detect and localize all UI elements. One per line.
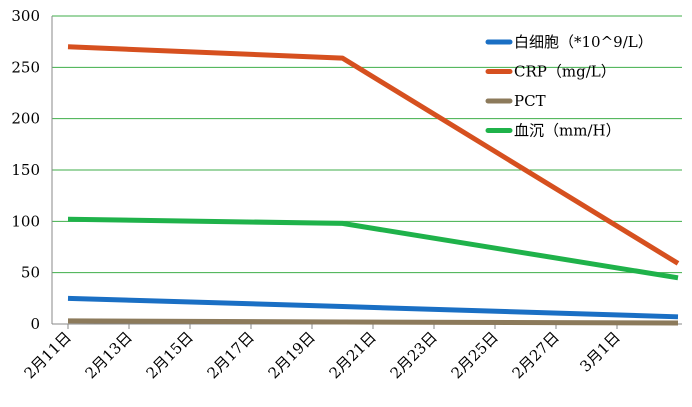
y-tick-label: 200 xyxy=(11,110,40,128)
y-tick-label: 50 xyxy=(21,264,40,282)
x-tick-label: 2月15日 xyxy=(143,328,197,382)
x-tick-label: 3月1日 xyxy=(576,328,623,375)
x-tick-label: 2月11日 xyxy=(21,328,75,382)
y-tick-label: 300 xyxy=(11,7,40,25)
x-tick-label: 2月25日 xyxy=(448,328,502,382)
y-tick-label: 0 xyxy=(30,315,40,333)
legend-label: CRP（mg/L） xyxy=(514,63,616,81)
x-tick-label: 2月23日 xyxy=(387,328,441,382)
x-tick-label: 2月21日 xyxy=(326,328,380,382)
y-tick-label: 250 xyxy=(11,58,40,76)
series-line xyxy=(67,44,680,266)
x-tick-label: 2月13日 xyxy=(82,328,136,382)
legend-label: PCT xyxy=(514,92,546,110)
x-tick-label: 2月27日 xyxy=(509,328,563,382)
legend-label: 血沉（mm/H） xyxy=(514,122,621,140)
legend-label: 白细胞（*10^9/L） xyxy=(514,33,653,51)
x-tick-label: 2月17日 xyxy=(204,328,258,382)
series-line xyxy=(67,216,679,281)
x-tick-label: 2月19日 xyxy=(265,328,319,382)
series-line xyxy=(67,318,679,326)
series-line xyxy=(67,295,679,320)
y-tick-label: 150 xyxy=(11,161,40,179)
y-tick-label: 100 xyxy=(11,212,40,230)
